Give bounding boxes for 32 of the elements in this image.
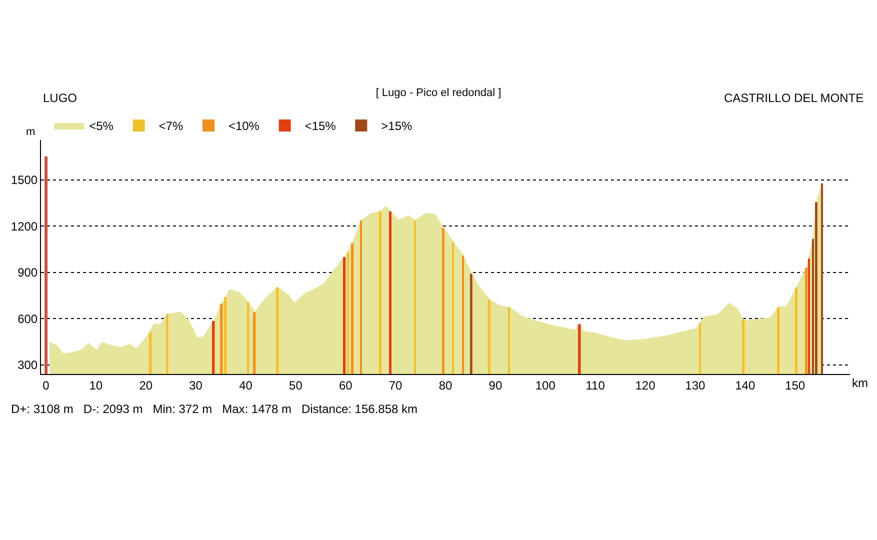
x-axis-title: km — [852, 376, 868, 390]
x-tick-label: 110 — [586, 378, 606, 392]
y-tick-label: 900 — [18, 266, 38, 280]
chart-title: [ Lugo - Pico el redondal ] — [376, 87, 502, 99]
legend-label: <15% — [304, 119, 336, 134]
x-tick-label: 40 — [239, 378, 253, 392]
x-tick-label: 100 — [535, 378, 556, 392]
y-tick-label: 300 — [18, 358, 38, 372]
legend-label: >15% — [381, 119, 413, 134]
legend-label: <7% — [158, 119, 184, 134]
x-tick-label: 60 — [338, 378, 353, 392]
text: LUGO — [43, 91, 78, 105]
x-tick-label: 90 — [488, 378, 502, 392]
x-tick-label: 20 — [139, 378, 153, 392]
x-tick-label: 70 — [388, 378, 403, 392]
text: CASTRILLO DEL MONTE — [724, 91, 864, 105]
x-tick-label: 80 — [438, 378, 452, 392]
x-tick-label: 130 — [685, 378, 706, 392]
y-tick-label: 600 — [18, 312, 38, 326]
y-tick-label: 1500 — [10, 173, 38, 188]
x-tick-label: 140 — [735, 378, 756, 392]
x-tick-label: 120 — [635, 378, 656, 392]
y-axis-title: m — [26, 126, 36, 138]
y-tick-label: 1200 — [10, 219, 38, 234]
legend-label: <10% — [228, 119, 260, 134]
x-tick-label: 30 — [189, 378, 203, 392]
x-tick-label: 50 — [289, 378, 303, 392]
text: D+: 3108 m D-: 2093 m Min: 372 m Max: 1478 m Distance: 156.858 km — [11, 402, 418, 416]
x-tick-label: 150 — [785, 378, 806, 392]
legend-label: <5% — [89, 119, 114, 134]
x-tick-label: 0 — [42, 378, 50, 392]
x-tick-label: 10 — [89, 378, 103, 392]
